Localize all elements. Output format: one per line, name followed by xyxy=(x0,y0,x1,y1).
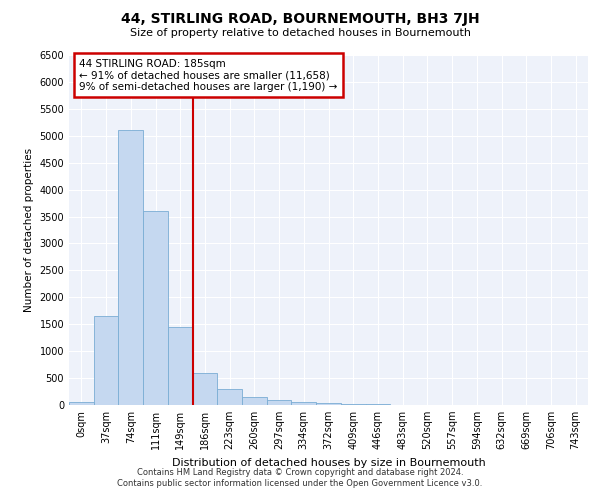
X-axis label: Distribution of detached houses by size in Bournemouth: Distribution of detached houses by size … xyxy=(172,458,485,468)
Bar xyxy=(316,404,341,405)
Bar xyxy=(94,316,118,405)
Text: Contains HM Land Registry data © Crown copyright and database right 2024.
Contai: Contains HM Land Registry data © Crown c… xyxy=(118,468,482,487)
Bar xyxy=(242,397,267,405)
Bar xyxy=(118,130,143,405)
Bar xyxy=(217,389,242,405)
Y-axis label: Number of detached properties: Number of detached properties xyxy=(24,148,34,312)
Bar xyxy=(143,211,168,405)
Bar xyxy=(193,372,217,405)
Text: 44, STIRLING ROAD, BOURNEMOUTH, BH3 7JH: 44, STIRLING ROAD, BOURNEMOUTH, BH3 7JH xyxy=(121,12,479,26)
Bar xyxy=(365,404,390,405)
Bar xyxy=(267,400,292,405)
Text: 44 STIRLING ROAD: 185sqm
← 91% of detached houses are smaller (11,658)
9% of sem: 44 STIRLING ROAD: 185sqm ← 91% of detach… xyxy=(79,58,338,92)
Bar xyxy=(341,404,365,405)
Text: Size of property relative to detached houses in Bournemouth: Size of property relative to detached ho… xyxy=(130,28,470,38)
Bar xyxy=(292,402,316,405)
Bar xyxy=(69,402,94,405)
Bar xyxy=(168,327,193,405)
